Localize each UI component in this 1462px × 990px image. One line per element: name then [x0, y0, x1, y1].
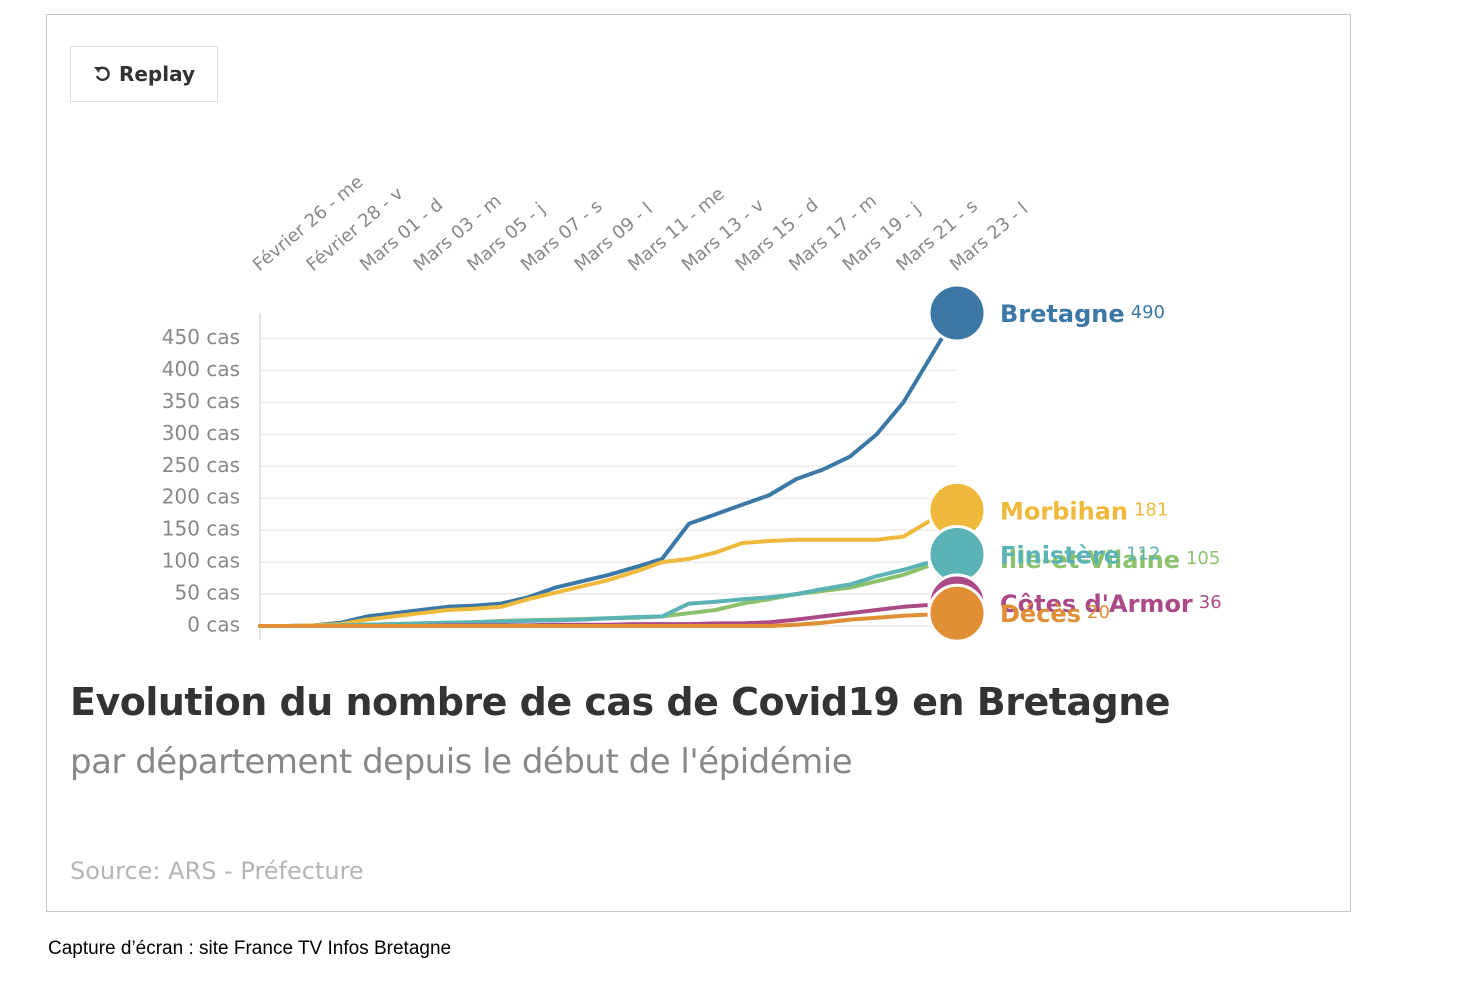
y-tick-label: 350 cas [162, 389, 240, 413]
end-marker [927, 283, 987, 343]
series-label: Bretagne [1000, 300, 1125, 328]
replay-button[interactable]: Replay [70, 46, 218, 102]
line [258, 508, 959, 628]
chart-subtitle: par département depuis le début de l'épi… [70, 742, 853, 782]
value-label: 105 [1186, 548, 1220, 569]
value-label: 181 [1134, 499, 1168, 520]
y-tick-label: 0 cas [187, 613, 240, 637]
end-marker [927, 583, 987, 643]
y-tick-label: 50 cas [175, 581, 240, 605]
y-tick-label: 200 cas [162, 485, 240, 509]
chart-frame [46, 14, 1351, 912]
series-label: Ille-et-Vilaine [1000, 546, 1180, 574]
line [258, 611, 959, 628]
series-label: Finistère [1000, 541, 1120, 569]
chart-title: Evolution du nombre de cas de Covid19 en… [70, 680, 1171, 724]
series-label: Morbihan [1000, 497, 1128, 525]
line [258, 601, 959, 628]
series-label: Décès [1000, 600, 1081, 628]
y-tick-label: 250 cas [162, 453, 240, 477]
value-label: 20 [1087, 602, 1110, 623]
line [258, 311, 959, 628]
value-label: 112 [1126, 543, 1160, 564]
y-tick-label: 450 cas [162, 325, 240, 349]
caption: Capture d’écran : site France TV Infos B… [48, 938, 452, 959]
value-label: 490 [1131, 302, 1165, 323]
y-tick-label: 100 cas [162, 549, 240, 573]
chart-source: Source: ARS - Préfecture [70, 857, 364, 885]
replay-icon [93, 66, 110, 82]
series-label: Côtes d'Armor [1000, 590, 1193, 618]
replay-label[interactable]: Replay [118, 62, 196, 86]
value-label: 36 [1199, 592, 1222, 613]
y-tick-label: 150 cas [162, 517, 240, 541]
y-tick-label: 400 cas [162, 357, 240, 381]
y-tick-label: 300 cas [162, 421, 240, 445]
